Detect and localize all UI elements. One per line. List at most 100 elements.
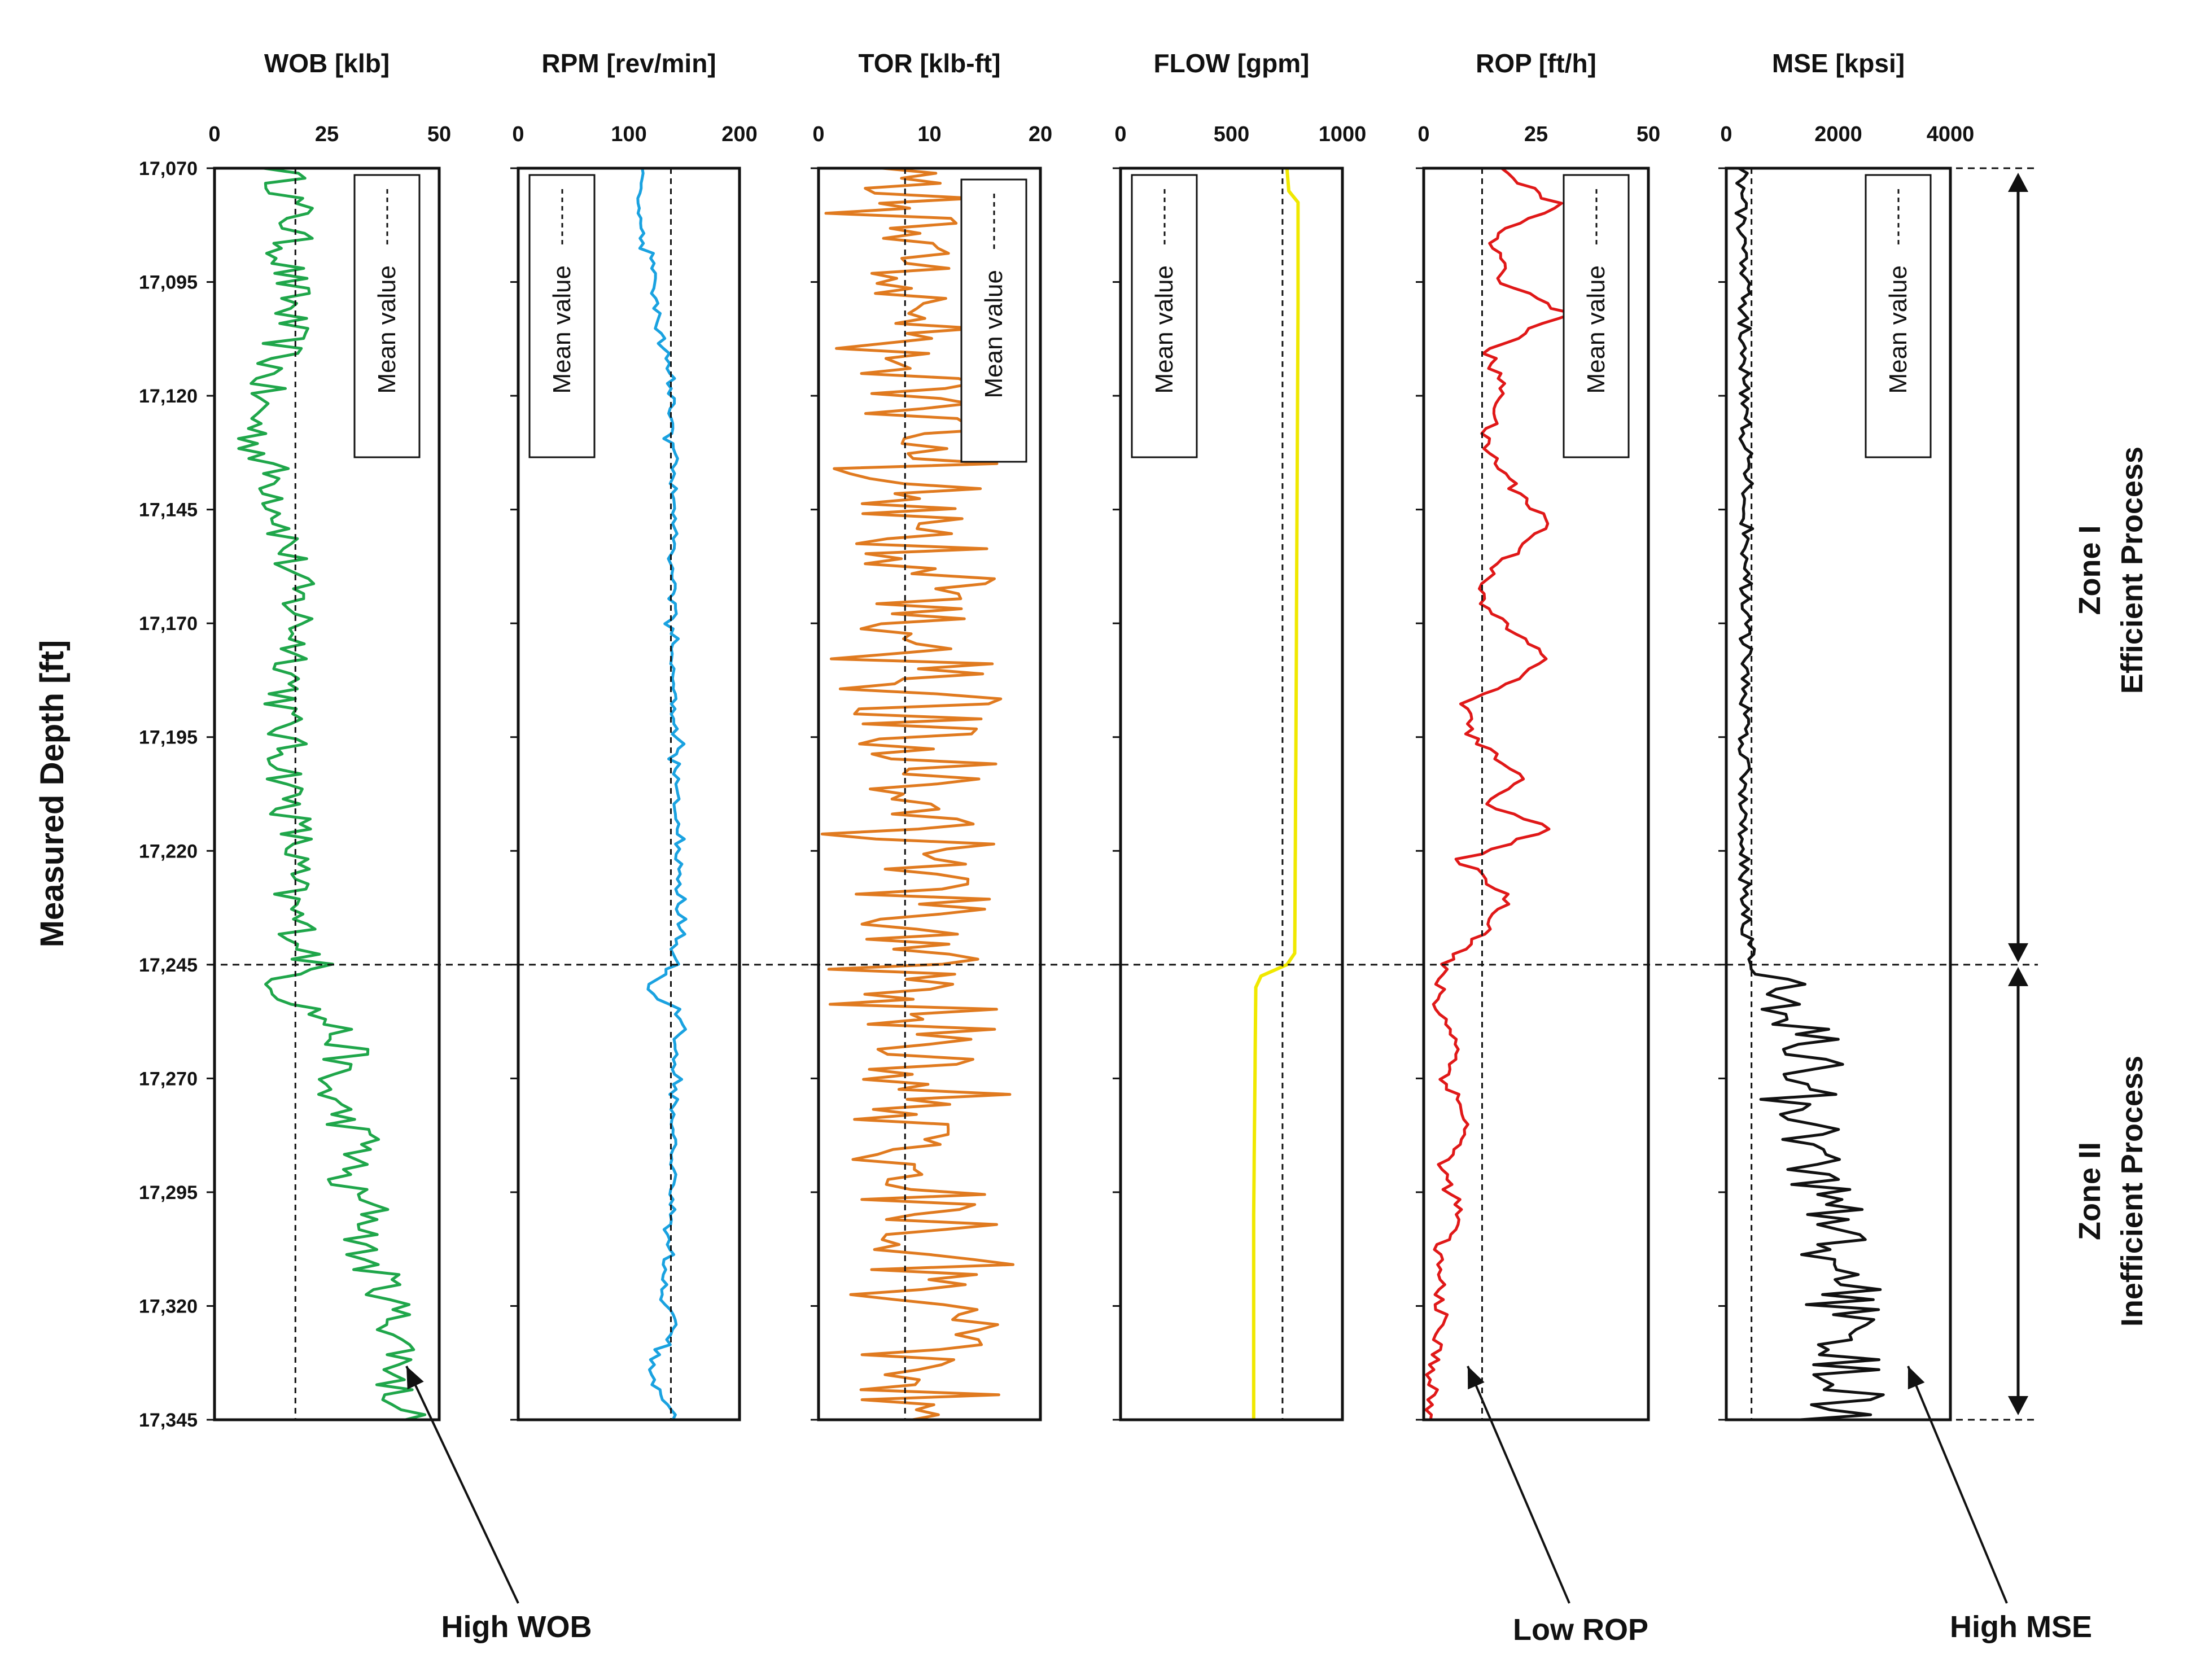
legend-mse: Mean value [1865,174,1932,458]
series-line-mse [1734,167,1885,1421]
pointer-high-wob [405,1366,519,1604]
track-frame [817,167,1042,1421]
x-tick-label: 100 [611,123,646,146]
pointer-line [405,1366,519,1604]
zone1-description: Efficient Process [2115,447,2149,694]
track-frame [1422,167,1650,1421]
log-tracks: WOB [klb] 0 25 50 Mean value RPM [rev/min] 0 10… [207,49,1975,1421]
depth-axis: Measured Depth [ft] 17,070 17,095 17,120 17,… [34,158,198,1431]
x-tick-label: 0 [1417,123,1429,146]
zone2-description: Inefficient Process [2115,1056,2149,1327]
legend-box [353,174,421,458]
series-line-rpm [636,168,688,1421]
depth-tick-label: 17,245 [139,955,198,976]
track-tor: TOR [klb-ft] 0 10 20 Mean value [811,49,1052,1421]
depth-tick-label: 17,295 [139,1182,198,1204]
track-mse: MSE [kpsi] 0 2000 4000 Mean value [1718,49,1975,1421]
depth-tick-label: 17,120 [139,386,198,407]
legend-label: Mean value [1150,265,1178,393]
legend-label: Mean value [1582,265,1610,393]
legend-box [528,174,596,458]
depth-tick-label: 17,345 [139,1410,198,1431]
series-line-flow [1252,168,1300,1420]
track-title: WOB [klb] [264,49,390,78]
track-rop: ROP [ft/h] 0 25 50 Mean value [1416,49,1660,1421]
legend-box [960,178,1027,463]
legend-box [1865,174,1932,458]
depth-tick-label: 17,070 [139,158,198,180]
annotation-low-rop: Low ROP [1513,1613,1648,1647]
legend-rpm: Mean value [528,174,596,458]
track-frame [213,167,441,1421]
legend-label: Mean value [548,265,576,393]
legend-rop: Mean value [1563,174,1630,458]
depth-tick-label: 17,170 [139,613,198,635]
x-tick-label: 0 [812,123,824,146]
legend-box [1131,174,1198,458]
legend-tor: Mean value [960,178,1027,463]
annotations: High WOB Low ROP High MSE [441,1610,2092,1647]
depth-tick-label: 17,095 [139,272,198,294]
legend-wob: Mean value [353,174,421,458]
x-tick-label: 200 [721,123,757,146]
track-frame [1725,167,1952,1421]
track-title: TOR [klb-ft] [858,49,1000,78]
pointer-low-rop [1467,1366,1570,1604]
depth-tick-label: 17,145 [139,500,198,521]
track-wob: WOB [klb] 0 25 50 Mean value [207,49,451,1421]
x-tick-label: 0 [208,123,220,146]
zone2-arrow [2008,966,2028,1415]
x-tick-label: 25 [1524,123,1548,146]
series-line-rop [1424,167,1574,1420]
x-tick-label: 0 [1720,123,1732,146]
annotation-high-wob: High WOB [441,1610,592,1644]
pointer-line [1907,1366,2008,1604]
x-tick-label: 4000 [1927,123,1975,146]
zone2-name: Zone II [2073,1142,2107,1240]
series-line-wob [237,167,427,1421]
zone-arrow-head-down [2008,943,2028,963]
zone-arrow-head-up [2008,173,2028,192]
depth-tick-label: 17,320 [139,1296,198,1317]
x-tick-label: 20 [1029,123,1052,146]
track-rpm: RPM [rev/min] 0 100 200 Mean value [510,49,758,1421]
x-tick-label: 50 [427,123,451,146]
series-line-tor [820,167,1015,1421]
depth-tick-label: 17,195 [139,727,198,749]
zone-arrow-head-down [2008,1396,2028,1415]
legend-flow: Mean value [1131,174,1198,458]
legend-label: Mean value [1884,265,1912,393]
pointer-high-mse [1907,1366,2008,1604]
zone-arrow-head-up [2008,966,2028,986]
track-title: ROP [ft/h] [1476,49,1596,78]
pointer-head [406,1366,424,1390]
zone-labels: Zone I Efficient Process Zone II Ineffic… [2073,447,2149,1327]
track-title: FLOW [gpm] [1154,49,1310,78]
zone1-arrow [2008,173,2028,963]
x-tick-label: 50 [1637,123,1660,146]
legend-box [1563,174,1630,458]
legend-label: Mean value [373,265,401,393]
x-tick-label: 10 [917,123,941,146]
x-tick-label: 25 [315,123,339,146]
x-tick-label: 1000 [1319,123,1367,146]
pointer-line [1467,1366,1570,1604]
x-tick-label: 2000 [1814,123,1862,146]
pointer-head [1468,1366,1485,1390]
depth-axis-title: Measured Depth [ft] [34,640,71,948]
x-tick-label: 500 [1214,123,1249,146]
zone1-name: Zone I [2073,526,2107,615]
track-title: RPM [rev/min] [541,49,716,78]
depth-tick-label: 17,270 [139,1068,198,1090]
annotation-high-mse: High MSE [1950,1610,2092,1644]
x-tick-label: 0 [1114,123,1126,146]
track-frame [1119,167,1344,1421]
track-title: MSE [kpsi] [1772,49,1905,78]
zone-overlay [209,167,2038,1604]
track-frame [517,167,741,1421]
x-tick-label: 0 [512,123,524,146]
depth-tick-label: 17,220 [139,841,198,862]
pointer-head [1907,1366,1925,1390]
track-flow: FLOW [gpm] 0 500 1000 Mean value [1113,49,1367,1421]
